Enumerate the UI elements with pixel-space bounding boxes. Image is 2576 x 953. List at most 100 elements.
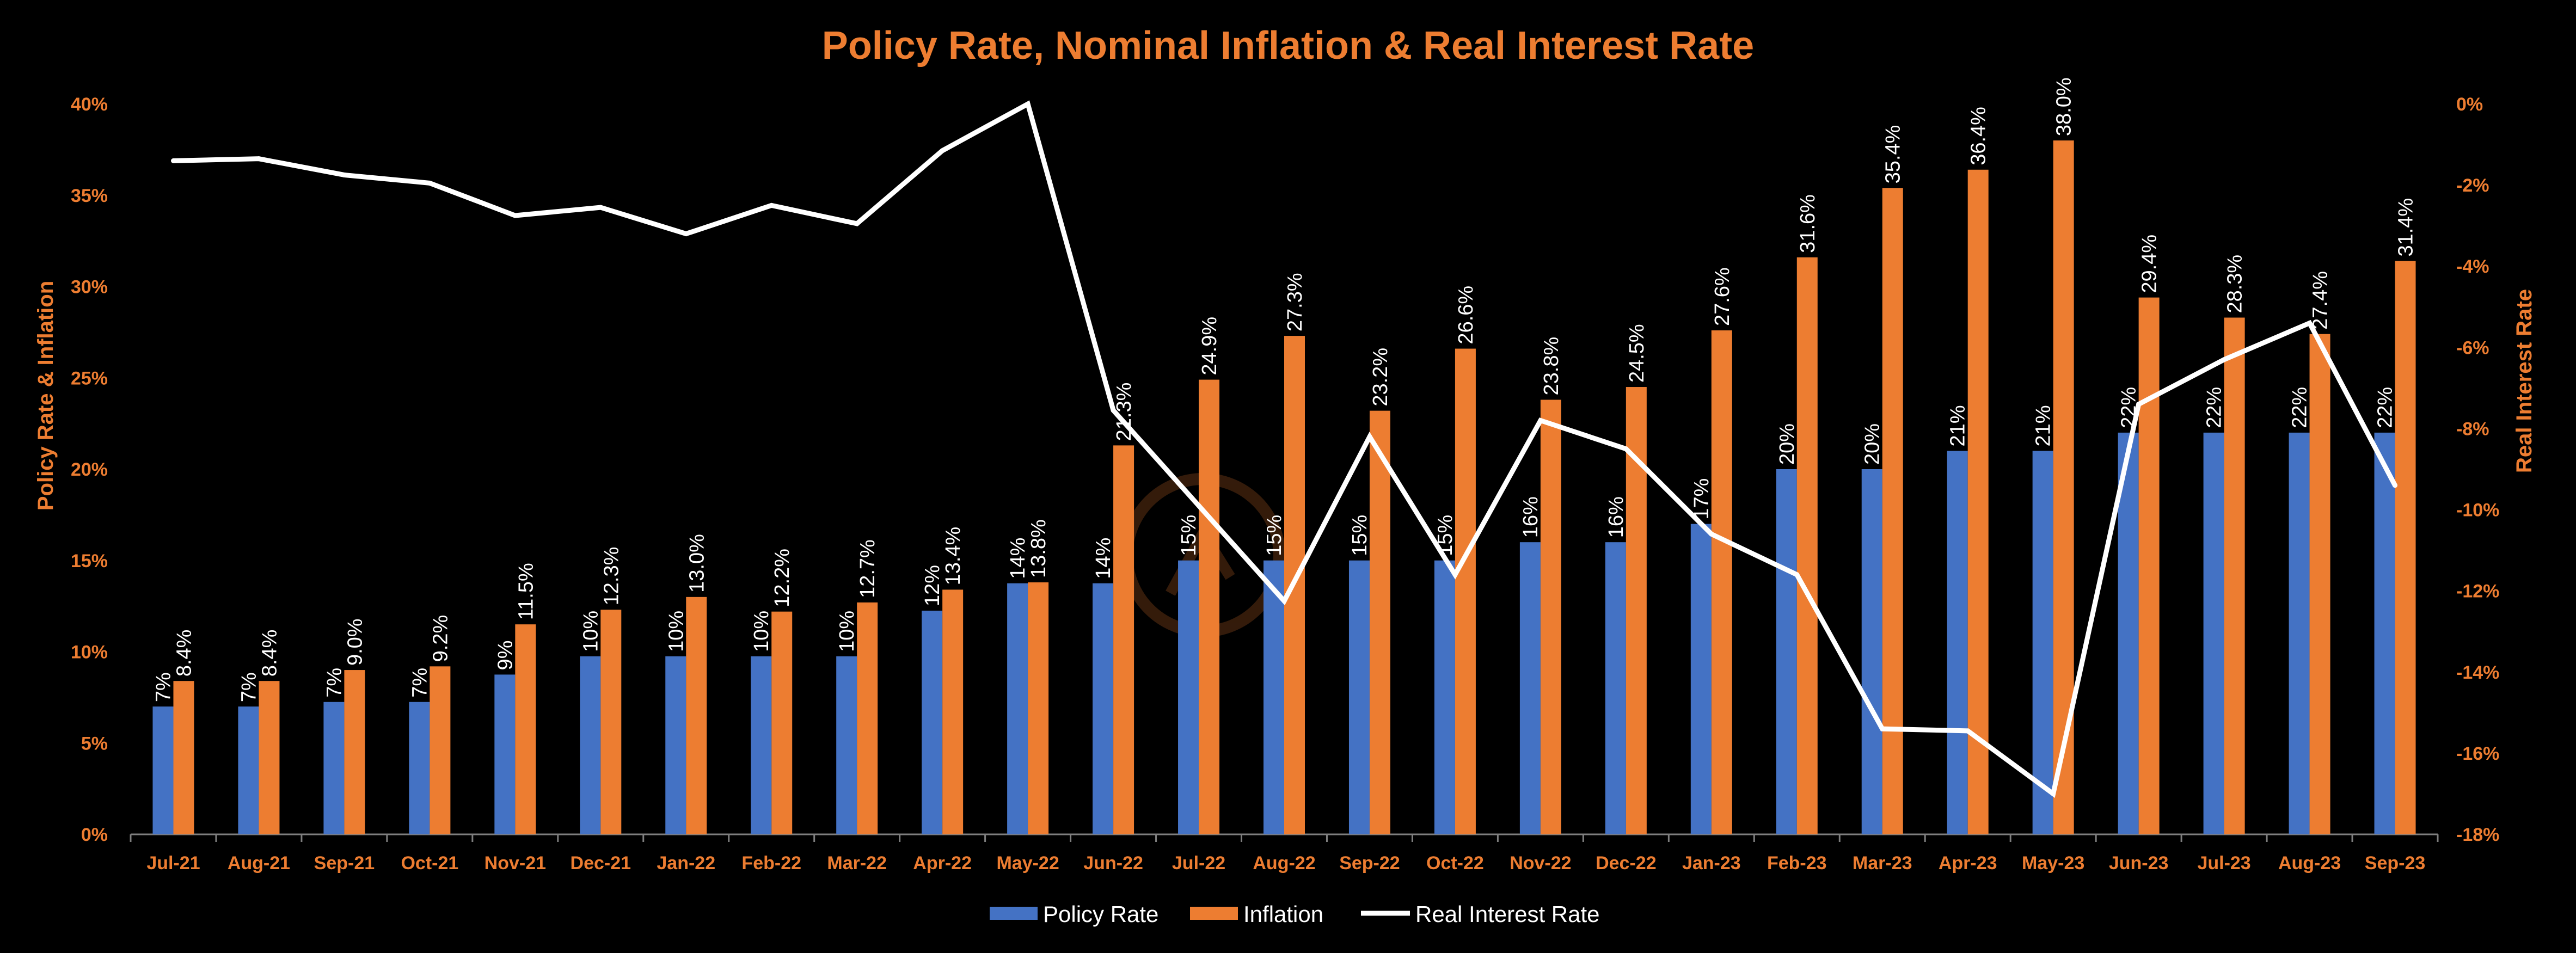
policy-rate-data-label: 15% [1434, 515, 1457, 556]
real-interest-rate-point [1623, 446, 1629, 452]
policy-rate-bar [1947, 451, 1968, 834]
inflation-data-label: 11.5% [514, 563, 537, 620]
y-tick-label: 30% [71, 277, 108, 298]
legend: Policy Rate Inflation Real Interest Rate [990, 901, 1600, 927]
inflation-data-label: 9.0% [344, 618, 366, 666]
y2-axis-title: Real Interest Rate [2512, 289, 2536, 473]
real-interest-rate-point [2136, 402, 2142, 407]
x-tick-label: Jul-21 [146, 853, 200, 874]
inflation-data-label: 31.4% [2395, 198, 2418, 257]
policy-rate-data-label: 22% [2289, 387, 2311, 428]
y-axis-ticks: 0% 5% 10% 15% 20% 25% 30% 35% 40% [71, 94, 108, 845]
real-interest-rate-point [854, 221, 860, 226]
inflation-data-label: 35.4% [1882, 125, 1905, 184]
inflation-bar [2224, 317, 2245, 834]
x-tick-label: Jun-22 [1083, 853, 1143, 874]
y2-tick-label: -4% [2456, 256, 2489, 277]
policy-rate-bar [2032, 451, 2053, 834]
inflation-data-label: 9.2% [429, 615, 452, 662]
policy-rate-bar [1093, 583, 1114, 834]
inflation-bar [430, 666, 451, 834]
x-tick-label: Sep-23 [2365, 853, 2426, 874]
inflation-bar [173, 681, 194, 834]
policy-rate-bar [152, 706, 174, 834]
x-tick-label: Oct-21 [401, 853, 458, 874]
policy-rate-data-label: 10% [579, 611, 602, 652]
inflation-data-label: 12.2% [771, 549, 794, 607]
x-tick-label: Mar-22 [827, 853, 887, 874]
policy-rate-data-label: 15% [1263, 515, 1286, 556]
policy-rate-bar [1348, 560, 1370, 834]
policy-rate-bar [2118, 432, 2139, 834]
policy-rate-data-label: 17% [1690, 478, 1713, 520]
x-tick-label: Jan-22 [657, 853, 715, 874]
real-interest-rate-point [1452, 572, 1458, 577]
real-interest-rate-point [1709, 531, 1714, 537]
inflation-bar [1455, 348, 1476, 834]
legend-swatch-policy-rate [990, 907, 1038, 920]
real-interest-rate-point [1965, 728, 1971, 734]
inflation-data-label: 24.5% [1626, 324, 1648, 383]
x-tick-label: Nov-22 [1510, 853, 1571, 874]
y-tick-label: 15% [71, 551, 108, 571]
inflation-bar [1882, 188, 1903, 835]
y2-tick-label: -18% [2456, 825, 2499, 845]
real-interest-rate-point [2051, 791, 2056, 796]
real-interest-rate-point [1880, 726, 1885, 731]
data-labels-group: 7%8.4%7%8.4%7%9.0%7%9.2% 9%11.5%10%12.3%1… [152, 77, 2417, 702]
real-interest-rate-point [341, 172, 347, 177]
inflation-bar [1028, 582, 1049, 834]
y2-axis-ticks: 0% -2% -4% -6% -8% -10% -12% -14% -16% -18% [2456, 94, 2499, 845]
x-tick-label: Apr-22 [913, 853, 972, 874]
real-interest-rate-point [1538, 418, 1543, 423]
policy-rate-data-label: 14% [1092, 538, 1115, 579]
inflation-data-label: 8.4% [173, 630, 195, 677]
legend-label-inflation: Inflation [1243, 901, 1323, 927]
inflation-bar [1369, 410, 1390, 834]
policy-rate-data-label: 20% [1861, 423, 1884, 465]
policy-rate-data-label: 12% [921, 565, 944, 606]
inflation-data-label: 27.6% [1711, 267, 1734, 326]
legend-label-real-rate: Real Interest Rate [1415, 901, 1600, 927]
policy-rate-data-label: 21% [2032, 405, 2055, 446]
inflation-data-label: 23.8% [1540, 337, 1563, 396]
inflation-bar [2138, 297, 2160, 834]
real-interest-rate-point [598, 205, 603, 210]
inflation-bar [1967, 169, 1989, 834]
policy-rate-bar [1690, 524, 1712, 834]
inflation-data-label: 29.4% [2138, 235, 2161, 293]
policy-rate-bar [751, 656, 772, 834]
policy-rate-bar [2374, 432, 2395, 834]
inflation-data-label: 27.3% [1284, 273, 1307, 331]
x-tick-label: Jan-23 [1682, 853, 1741, 874]
x-tick-label: Sep-21 [314, 853, 375, 874]
y2-tick-label: 0% [2456, 94, 2483, 115]
y2-tick-label: -6% [2456, 337, 2489, 358]
x-axis-ticks: Jul-21 Aug-21 Sep-21 Oct-21 Nov-21 Dec-21 Jan-… [130, 834, 2439, 874]
policy-rate-bar [1519, 542, 1541, 834]
legend-swatch-inflation [1190, 907, 1238, 920]
real-rate-line-group [170, 100, 2398, 798]
x-tick-label: May-23 [2022, 853, 2084, 874]
policy-rate-bar [494, 674, 516, 834]
y2-tick-label: -14% [2456, 662, 2499, 683]
x-tick-label: May-22 [996, 853, 1059, 874]
policy-rate-bar [409, 702, 430, 834]
y2-tick-label: -2% [2456, 175, 2489, 196]
inflation-data-label: 12.3% [600, 547, 623, 606]
y-tick-label: 0% [81, 825, 108, 845]
policy-rate-bar [2203, 432, 2224, 834]
inflation-data-label: 31.6% [1796, 194, 1819, 253]
x-tick-label: Feb-22 [741, 853, 801, 874]
policy-rate-bar [1007, 583, 1028, 834]
inflation-bar [686, 597, 707, 834]
policy-rate-bar [1434, 560, 1455, 834]
policy-rate-data-label: 15% [1177, 515, 1200, 556]
policy-rate-data-label: 7% [323, 668, 346, 698]
real-interest-rate-point [2393, 483, 2398, 488]
policy-rate-data-label: 7% [152, 672, 175, 702]
y2-tick-label: -8% [2456, 419, 2489, 439]
inflation-data-label: 38.0% [2053, 77, 2076, 136]
x-tick-label: Feb-23 [1767, 853, 1827, 874]
x-tick-label: Mar-23 [1853, 853, 1912, 874]
